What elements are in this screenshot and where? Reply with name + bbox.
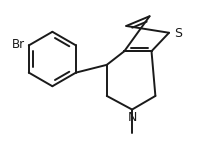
Text: N: N	[127, 110, 137, 123]
Text: S: S	[174, 27, 182, 40]
Text: Br: Br	[12, 38, 25, 51]
